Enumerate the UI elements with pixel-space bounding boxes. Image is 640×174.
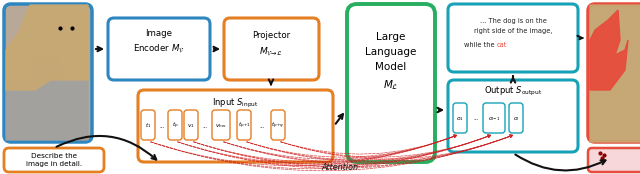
FancyArrowPatch shape [281, 135, 513, 159]
FancyArrowPatch shape [577, 36, 582, 40]
FancyBboxPatch shape [448, 4, 578, 72]
Text: Output $S_{\rm output}$: Output $S_{\rm output}$ [484, 84, 542, 98]
FancyArrowPatch shape [178, 135, 513, 168]
FancyBboxPatch shape [138, 90, 333, 162]
FancyArrowPatch shape [178, 135, 456, 163]
FancyBboxPatch shape [509, 103, 523, 133]
Polygon shape [6, 5, 88, 90]
FancyBboxPatch shape [224, 18, 319, 80]
Text: $t_1$: $t_1$ [145, 122, 151, 130]
Polygon shape [6, 55, 88, 140]
FancyBboxPatch shape [4, 148, 104, 172]
FancyArrowPatch shape [56, 136, 156, 160]
FancyBboxPatch shape [453, 103, 467, 133]
Text: $o_{l\!-\!1}$: $o_{l\!-\!1}$ [488, 115, 500, 123]
Text: ...: ... [202, 124, 208, 129]
Text: $v_{hw}$: $v_{hw}$ [215, 122, 227, 130]
FancyArrowPatch shape [223, 135, 491, 162]
FancyArrowPatch shape [214, 47, 218, 51]
FancyBboxPatch shape [184, 110, 198, 140]
FancyBboxPatch shape [168, 110, 182, 140]
FancyArrowPatch shape [438, 108, 442, 112]
FancyBboxPatch shape [4, 4, 92, 142]
FancyArrowPatch shape [150, 135, 491, 169]
Polygon shape [590, 10, 628, 90]
Text: $o_l$: $o_l$ [513, 115, 519, 123]
Text: ...: ... [259, 124, 265, 129]
FancyArrowPatch shape [194, 135, 491, 165]
FancyBboxPatch shape [588, 4, 640, 142]
FancyArrowPatch shape [96, 47, 102, 51]
Text: cat: cat [497, 42, 508, 48]
FancyArrowPatch shape [281, 135, 456, 154]
Text: $t_{p\!+\!1}$: $t_{p\!+\!1}$ [237, 121, 250, 131]
Text: ...: ... [159, 124, 165, 129]
FancyArrowPatch shape [269, 80, 273, 84]
FancyArrowPatch shape [194, 135, 513, 167]
FancyBboxPatch shape [141, 110, 155, 140]
Text: $o_1$: $o_1$ [456, 115, 464, 123]
Text: Large
Language
Model
$M_{\mathcal{L}}$: Large Language Model $M_{\mathcal{L}}$ [365, 32, 417, 92]
FancyBboxPatch shape [483, 103, 505, 133]
Text: ... The dog is on the: ... The dog is on the [479, 18, 547, 24]
Polygon shape [590, 5, 640, 142]
FancyArrowPatch shape [150, 135, 513, 171]
FancyArrowPatch shape [511, 76, 515, 82]
FancyBboxPatch shape [588, 148, 640, 172]
Text: Input $S_{\rm input}$: Input $S_{\rm input}$ [212, 96, 259, 110]
FancyBboxPatch shape [212, 110, 230, 140]
FancyArrowPatch shape [246, 135, 513, 162]
Text: Describe the
image in detail.: Describe the image in detail. [26, 153, 82, 167]
FancyArrowPatch shape [246, 135, 491, 160]
Text: $M_{\mathcal{V}\!\to\!\mathcal{L}}$: $M_{\mathcal{V}\!\to\!\mathcal{L}}$ [259, 46, 283, 58]
Text: while the: while the [464, 42, 497, 48]
FancyArrowPatch shape [223, 135, 456, 159]
FancyArrowPatch shape [150, 135, 456, 166]
Text: $t_{p\!+\!q}$: $t_{p\!+\!q}$ [271, 121, 285, 131]
Text: $v_1$: $v_1$ [187, 122, 195, 130]
FancyArrowPatch shape [223, 135, 513, 164]
FancyArrowPatch shape [281, 135, 491, 157]
FancyArrowPatch shape [335, 114, 343, 124]
FancyArrowPatch shape [194, 135, 456, 162]
Text: right side of the image,: right side of the image, [474, 28, 552, 34]
Text: ...: ... [473, 117, 479, 121]
FancyArrowPatch shape [515, 155, 605, 171]
Text: $t_p$: $t_p$ [172, 121, 179, 131]
FancyBboxPatch shape [347, 4, 435, 162]
FancyArrowPatch shape [178, 135, 491, 166]
FancyBboxPatch shape [108, 18, 210, 80]
Text: Attention: Attention [321, 164, 358, 172]
FancyBboxPatch shape [237, 110, 251, 140]
Text: Image
Encoder $M_{\mathcal{V}}$: Image Encoder $M_{\mathcal{V}}$ [133, 29, 185, 55]
FancyArrowPatch shape [246, 135, 456, 157]
Text: Projector: Projector [252, 31, 290, 41]
FancyBboxPatch shape [448, 80, 578, 152]
FancyBboxPatch shape [271, 110, 285, 140]
